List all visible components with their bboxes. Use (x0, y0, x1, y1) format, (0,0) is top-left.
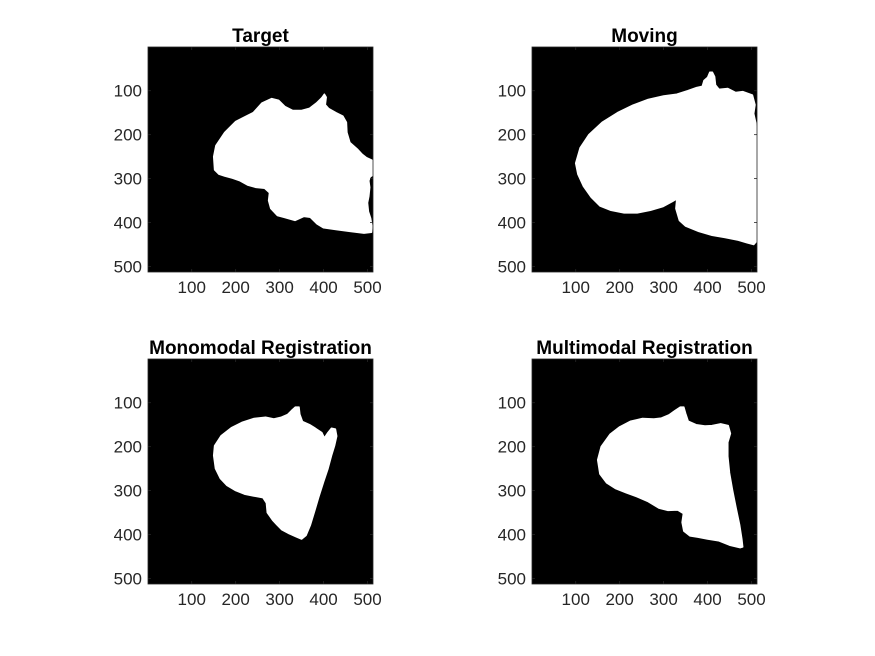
y-tick-label: 400 (498, 526, 526, 545)
x-tick-label: 500 (353, 278, 381, 297)
subplot-1: Target 100 200 300 400 500 100 200 300 400 500 (114, 26, 382, 297)
subplot-title: Target (232, 26, 289, 47)
y-tick-label: 300 (498, 170, 526, 189)
subplot-title: Multimodal Registration (536, 338, 752, 359)
subplot-title: Moving (611, 26, 678, 47)
y-tick-label: 400 (498, 214, 526, 233)
x-tick-label: 400 (693, 590, 721, 609)
mask-region (596, 406, 744, 549)
mask-region (212, 406, 338, 540)
axes-box (147, 46, 374, 273)
y-tick-label: 500 (114, 258, 142, 277)
x-tick-label: 400 (693, 278, 721, 297)
y-tick-label: 400 (114, 526, 142, 545)
axes-box (147, 358, 374, 585)
x-tick-label: 400 (309, 590, 337, 609)
x-tick-label: 200 (221, 590, 249, 609)
y-tick-label: 200 (114, 438, 142, 457)
x-tick-label: 500 (737, 278, 765, 297)
x-tick-label: 100 (562, 590, 590, 609)
x-tick-label: 500 (737, 590, 765, 609)
y-tick-label: 200 (114, 126, 142, 145)
axes-box (531, 358, 758, 585)
mask-region (212, 93, 373, 234)
x-tick-label: 300 (649, 278, 677, 297)
subplot-4: Multimodal Registration 100 200 300 400 500 10… (498, 338, 766, 609)
subplot-3: Monomodal Registration 100 200 300 400 500 100… (114, 338, 382, 609)
x-tick-label: 300 (265, 278, 293, 297)
x-tick-label: 200 (605, 278, 633, 297)
x-tick-label: 400 (309, 278, 337, 297)
axes-box (531, 46, 758, 273)
y-tick-label: 300 (498, 482, 526, 501)
x-tick-label: 100 (178, 278, 206, 297)
y-tick-label: 100 (498, 82, 526, 101)
x-tick-label: 100 (178, 590, 206, 609)
x-tick-label: 200 (605, 590, 633, 609)
y-tick-label: 300 (114, 170, 142, 189)
x-tick-label: 300 (265, 590, 293, 609)
y-tick-label: 500 (498, 570, 526, 589)
subplot-2: Moving 100 200 300 400 500 100 200 300 400 500 (498, 26, 766, 297)
y-tick-label: 500 (498, 258, 526, 277)
x-tick-label: 300 (649, 590, 677, 609)
y-tick-label: 100 (114, 394, 142, 413)
y-tick-label: 100 (498, 394, 526, 413)
x-tick-label: 500 (353, 590, 381, 609)
y-tick-label: 500 (114, 570, 142, 589)
y-tick-label: 200 (498, 438, 526, 457)
subplot-title: Monomodal Registration (149, 338, 372, 359)
x-tick-label: 100 (562, 278, 590, 297)
mask-region (574, 71, 757, 246)
y-tick-label: 300 (114, 482, 142, 501)
y-tick-label: 100 (114, 82, 142, 101)
y-tick-label: 200 (498, 126, 526, 145)
x-tick-label: 200 (221, 278, 249, 297)
y-tick-label: 400 (114, 214, 142, 233)
